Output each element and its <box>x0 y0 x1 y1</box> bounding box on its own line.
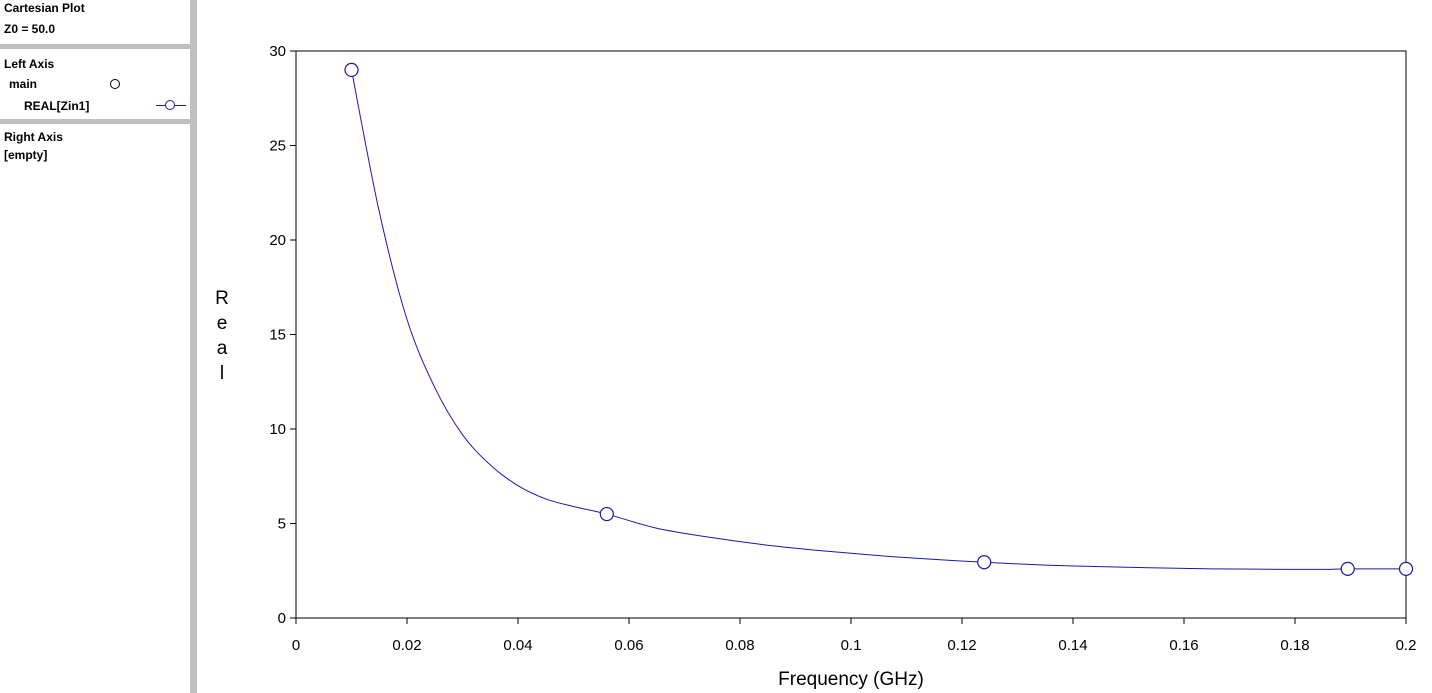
x-tick-label: 0.04 <box>503 637 532 654</box>
data-point-marker[interactable] <box>977 555 992 570</box>
right-axis-empty-label: [empty] <box>4 148 48 162</box>
y-axis-label-letter: a <box>217 338 228 359</box>
x-tick-label: 0.2 <box>1396 637 1417 654</box>
plot-frame <box>295 50 1407 619</box>
right-axis-panel[interactable]: Right Axis [empty] <box>0 124 190 174</box>
series-markers <box>344 62 1414 576</box>
data-point-marker[interactable] <box>344 62 359 78</box>
y-tick-label: 0 <box>278 610 286 627</box>
y-axis-label-letter: R <box>215 288 229 309</box>
y-axis-ticks: 0 5 10 15 20 25 30 <box>269 43 296 627</box>
y-tick-label: 30 <box>269 43 286 60</box>
x-tick-label: 0.02 <box>392 637 421 654</box>
y-tick-label: 5 <box>278 516 286 533</box>
x-tick-label: 0.18 <box>1280 637 1309 654</box>
plot-type-label: Cartesian Plot <box>4 1 85 15</box>
y-axis-label-letter: l <box>220 363 224 384</box>
left-axis-heading: Left Axis <box>4 57 55 71</box>
cartesian-chart[interactable]: 0 5 10 15 20 25 30 0 0.02 0.04 0.06 0.08 0.1 0.12 0.1… <box>197 0 1432 693</box>
data-point-marker[interactable] <box>1340 561 1355 576</box>
panel-separator <box>0 119 190 124</box>
y-tick-label: 25 <box>269 138 286 155</box>
x-tick-label: 0.12 <box>947 637 976 654</box>
series-line-real-zin1 <box>351 69 1407 570</box>
plot-area: 0 5 10 15 20 25 30 0 0.02 0.04 0.06 0.08 0.1 0.12 0.1… <box>197 0 1432 693</box>
x-tick-label: 0.16 <box>1169 637 1198 654</box>
left-axis-group-label: main <box>9 77 38 91</box>
x-tick-label: 0 <box>292 637 300 654</box>
plot-info-panel[interactable]: Cartesian Plot Z0 = 50.0 <box>0 0 190 44</box>
y-tick-label: 20 <box>269 232 286 249</box>
z0-label: Z0 = 50.0 <box>4 22 56 36</box>
x-tick-label: 0.08 <box>725 637 754 654</box>
x-axis-ticks: 0 0.02 0.04 0.06 0.08 0.1 0.12 0.14 0.16 0.18 0.2 <box>292 618 1417 654</box>
group-circle-icon <box>110 79 120 89</box>
right-axis-heading: Right Axis <box>4 130 63 144</box>
legend-sidebar: Cartesian Plot Z0 = 50.0 Left Axis main … <box>0 0 190 693</box>
y-tick-label: 15 <box>269 327 286 344</box>
y-tick-label: 10 <box>269 421 286 438</box>
left-axis-panel[interactable]: Left Axis main REAL[Zin1] <box>0 49 190 119</box>
trace-legend-label: REAL[Zin1] <box>24 99 90 113</box>
y-axis-label-letter: e <box>217 313 228 334</box>
x-tick-label: 0.06 <box>614 637 643 654</box>
x-axis-label: Frequency (GHz) <box>778 669 924 690</box>
sidebar-splitter[interactable] <box>190 0 197 693</box>
trace-circle-marker-icon <box>165 100 175 110</box>
x-tick-label: 0.1 <box>841 637 862 654</box>
data-point-marker[interactable] <box>599 506 614 522</box>
data-point-marker[interactable] <box>1398 561 1414 576</box>
panel-separator <box>0 44 190 49</box>
x-tick-label: 0.14 <box>1058 637 1087 654</box>
